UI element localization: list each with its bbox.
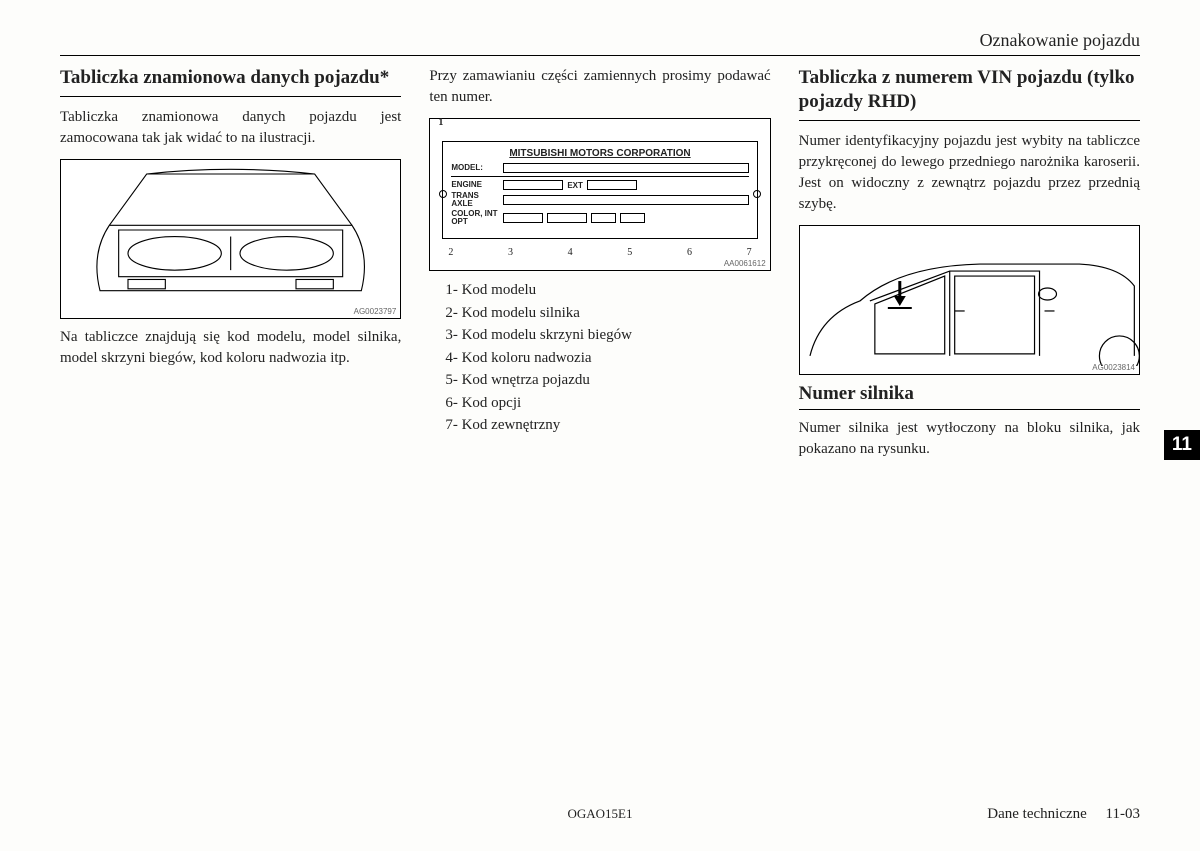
plate-label-color-opt: COLOR, INTOPT	[451, 210, 499, 226]
para-plate-location: Tabliczka znamionowa danych pojazdu jest…	[60, 107, 401, 149]
callout-1: 1	[438, 117, 443, 128]
para-engine-number: Numer silnika jest wytłoczony na bloku s…	[799, 418, 1140, 460]
para-vin-location: Numer identyfikacyjny pojazdu jest wybit…	[799, 131, 1140, 215]
heading-vin-plate: Tabliczka z numerem VIN pojazdu (tylko p…	[799, 66, 1140, 121]
chapter-tab: 11	[1164, 430, 1200, 460]
para-ordering-parts: Przy zamawianiu części zamiennych prosim…	[429, 66, 770, 108]
legend-item: 7- Kod zewnętrzny	[445, 414, 770, 437]
car-side-illustration	[800, 226, 1139, 366]
figure-code-2: AA0061612	[724, 259, 766, 268]
plate-label-model: MODEL:	[451, 164, 499, 172]
column-left: Tabliczka znamionowa danych pojazdu* Tab…	[60, 66, 401, 470]
legend-item: 4- Kod koloru nadwozia	[445, 347, 770, 370]
page-footer: OGAO15E1 Dane techniczne 11-03	[60, 806, 1140, 823]
heading-engine-number: Numer silnika	[799, 383, 1140, 410]
legend-item: 3- Kod modelu skrzyni biegów	[445, 324, 770, 347]
figure-hood-open: AG0023797	[60, 159, 401, 319]
footer-section-label: Dane techniczne	[987, 806, 1087, 822]
plate-label-ext: EXT	[567, 181, 583, 190]
page-header: Oznakowanie pojazdu	[60, 30, 1140, 56]
plate-legend: 1- Kod modelu 2- Kod modelu silnika 3- K…	[429, 279, 770, 437]
figure-car-side: AG0023814	[799, 225, 1140, 375]
legend-item: 1- Kod modelu	[445, 279, 770, 302]
column-center: Przy zamawianiu części zamiennych prosim…	[429, 66, 770, 470]
column-right: Tabliczka z numerem VIN pojazdu (tylko p…	[799, 66, 1140, 470]
plate-corporation: MITSUBISHI MOTORS CORPORATION	[451, 148, 748, 159]
heading-vehicle-plate: Tabliczka znamionowa danych pojazdu*	[60, 66, 401, 97]
legend-item: 5- Kod wnętrza pojazdu	[445, 369, 770, 392]
figure-code-3: AG0023814	[1092, 363, 1135, 372]
legend-item: 6- Kod opcji	[445, 392, 770, 415]
plate-label-engine: ENGINE	[451, 181, 499, 189]
footer-doc-code: OGAO15E1	[568, 806, 633, 822]
figure-data-plate: 1 MITSUBISHI MOTORS CORPORATION MODEL: E…	[429, 118, 770, 271]
legend-item: 2- Kod modelu silnika	[445, 302, 770, 325]
plate-label-trans-axle: TRANSAXLE	[451, 192, 499, 208]
footer-page-number: 11-03	[1106, 806, 1140, 822]
para-plate-contents: Na tabliczce znajdują się kod modelu, mo…	[60, 327, 401, 369]
plate-callout-numbers: 2 3 4 5 6 7	[448, 247, 751, 258]
figure-code-1: AG0023797	[354, 307, 397, 316]
hood-open-illustration	[61, 160, 400, 300]
